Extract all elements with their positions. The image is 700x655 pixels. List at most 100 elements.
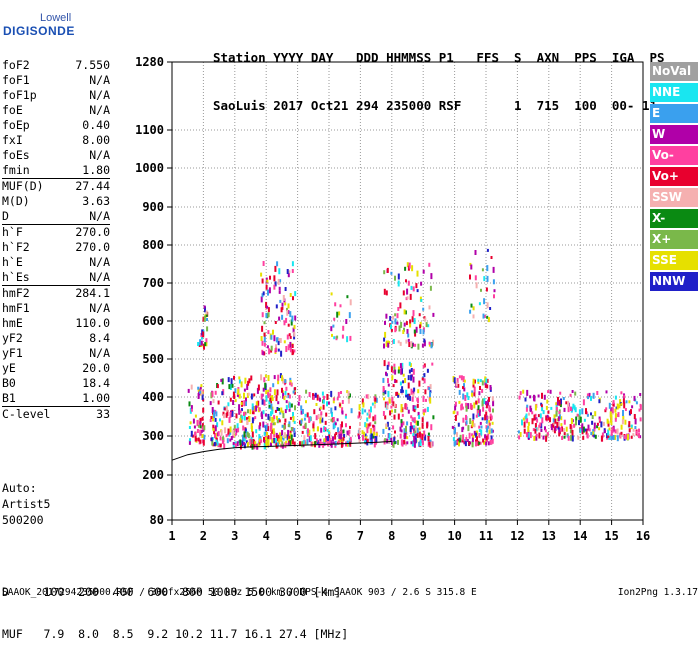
echo-point xyxy=(375,397,378,403)
echo-point xyxy=(263,399,266,406)
echo-point xyxy=(289,347,292,353)
echo-point xyxy=(570,418,573,424)
echo-point xyxy=(239,418,242,423)
echo-point xyxy=(206,326,209,332)
echo-point xyxy=(341,407,344,414)
echo-point xyxy=(401,413,404,417)
echo-point xyxy=(260,272,263,277)
echo-point xyxy=(523,421,526,428)
echo-point xyxy=(394,408,397,413)
echo-point xyxy=(412,368,415,375)
echo-point xyxy=(561,436,564,440)
echo-point xyxy=(245,397,247,402)
x-tick-label: 4 xyxy=(263,529,270,543)
echo-point xyxy=(563,407,566,412)
echo-point xyxy=(248,415,251,422)
echo-point xyxy=(391,409,393,413)
echo-point xyxy=(342,429,345,434)
echo-point xyxy=(260,439,263,443)
echo-point xyxy=(275,432,278,437)
echo-point xyxy=(630,435,633,439)
scaled-parameters: foF2 7.550 foF1 N/A foF1p N/A foE N/A foEp 0.40 fx… xyxy=(2,58,110,422)
echo-point xyxy=(375,436,378,443)
echo-point xyxy=(419,324,422,329)
echo-point xyxy=(567,400,570,407)
echo-point xyxy=(246,431,249,437)
echo-point xyxy=(232,429,235,436)
echo-point xyxy=(263,321,266,325)
echo-point xyxy=(221,391,224,396)
echo-point xyxy=(409,395,412,401)
echo-point xyxy=(416,397,419,402)
echo-point xyxy=(187,388,190,393)
autoscaling-info: Auto: Artist5 500200 xyxy=(2,480,50,528)
echo-point xyxy=(492,279,495,285)
echo-point xyxy=(199,439,202,444)
echo-point xyxy=(410,415,413,419)
param-row: yF1 N/A xyxy=(2,346,110,361)
echo-point xyxy=(250,393,253,400)
echo-point xyxy=(342,325,345,331)
echo-point xyxy=(249,438,252,444)
echo-point xyxy=(491,421,494,425)
echo-point xyxy=(432,339,434,346)
echo-point xyxy=(266,436,269,443)
echo-point xyxy=(485,425,488,429)
echo-point xyxy=(475,282,478,289)
echo-point xyxy=(400,404,403,409)
echo-point xyxy=(238,376,241,380)
echo-point xyxy=(256,404,259,408)
param-name: D xyxy=(2,209,9,223)
echo-point xyxy=(303,435,306,442)
echo-point xyxy=(628,421,631,428)
echo-point xyxy=(213,430,216,435)
echo-point xyxy=(411,265,414,272)
param-name: h`F xyxy=(2,225,23,239)
echo-point xyxy=(429,285,432,291)
echo-point xyxy=(628,410,631,416)
echo-point xyxy=(262,351,265,356)
echo-point xyxy=(546,414,549,418)
echo-point xyxy=(563,435,566,439)
echo-point xyxy=(490,435,493,441)
echo-point xyxy=(257,443,260,447)
echo-point xyxy=(394,275,396,281)
echo-point xyxy=(465,414,467,420)
echo-point xyxy=(275,344,277,349)
echo-point xyxy=(268,404,271,408)
echo-point xyxy=(276,442,279,447)
echo-point xyxy=(607,429,610,436)
echo-point xyxy=(373,404,376,409)
echo-point xyxy=(312,393,314,397)
echo-point xyxy=(417,389,420,394)
echo-point xyxy=(465,437,468,441)
param-value: N/A xyxy=(89,301,110,315)
legend-item-x-plus: X+ xyxy=(650,230,698,249)
param-name: fmin xyxy=(2,163,30,177)
param-row: foF2 7.550 xyxy=(2,58,110,73)
echo-point xyxy=(217,431,220,437)
echo-point xyxy=(219,436,222,441)
echo-point xyxy=(246,384,249,390)
echo-point xyxy=(275,415,278,420)
echo-point xyxy=(409,363,412,368)
echo-point xyxy=(421,417,424,423)
echo-point xyxy=(620,391,623,395)
echo-point xyxy=(486,275,489,282)
echo-point xyxy=(485,419,488,424)
echo-point xyxy=(236,441,239,447)
echo-point xyxy=(517,430,520,434)
echo-point xyxy=(591,420,594,425)
echo-point xyxy=(465,402,468,408)
echo-point xyxy=(630,424,633,428)
echo-point xyxy=(586,413,589,417)
echo-point xyxy=(559,404,562,408)
param-separator xyxy=(2,178,110,179)
echo-point xyxy=(430,441,433,448)
echo-point xyxy=(262,291,265,296)
echo-point xyxy=(359,422,361,426)
echo-point xyxy=(258,407,261,412)
echo-point xyxy=(602,421,605,426)
echo-point xyxy=(251,403,254,410)
echo-point xyxy=(453,430,456,435)
